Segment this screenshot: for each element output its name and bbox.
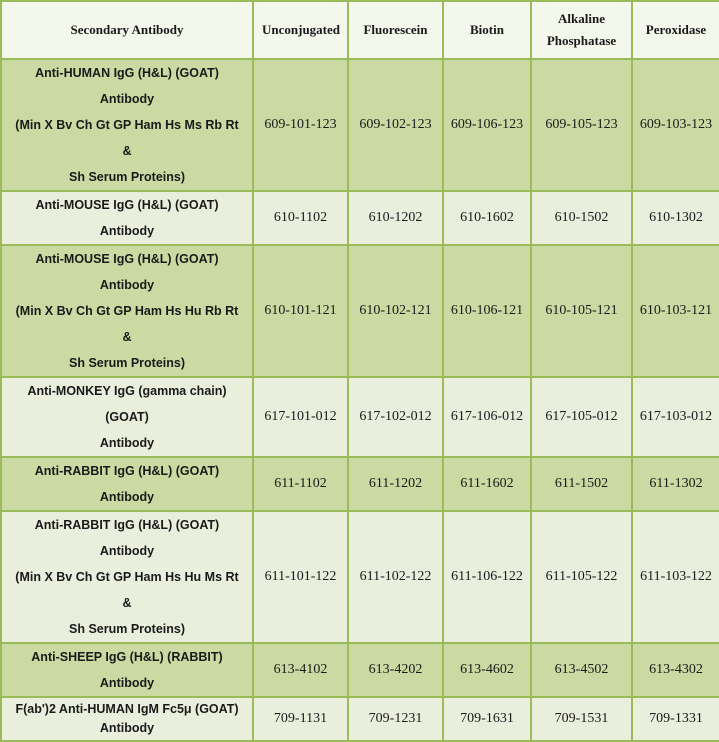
catalog-number-cell: 617-102-012 (347, 376, 444, 458)
catalog-number-cell: 611-106-122 (442, 510, 532, 644)
table-row-anti-rabbit-igg: Anti-RABBIT IgG (H&L) (GOAT) Antibody 61… (0, 456, 719, 512)
antibody-name-cell: Anti-MOUSE IgG (H&L) (GOAT) Antibody (0, 190, 254, 246)
antibody-name-line: Anti-MONKEY IgG (gamma chain) (GOAT) (27, 384, 227, 424)
catalog-number-cell: 610-102-121 (347, 244, 444, 378)
antibody-name-line: Antibody (99, 721, 155, 735)
antibody-name-line: (Min X Bv Ch Gt GP Ham Hs Hu Ms Rt & (15, 570, 239, 610)
col-header-peroxidase: Peroxidase (631, 0, 719, 60)
col-header-unconjugated: Unconjugated (252, 0, 349, 60)
catalog-number-cell: 617-101-012 (252, 376, 349, 458)
col-header-alkaline-phosphatase: Alkaline Phosphatase (530, 0, 633, 60)
antibody-name-line: F(ab')2 Anti-HUMAN IgM Fc5μ (GOAT) (15, 702, 239, 716)
catalog-number-cell: 609-102-123 (347, 58, 444, 192)
antibody-name-line: Antibody (99, 436, 155, 450)
catalog-number-cell: 611-103-122 (631, 510, 719, 644)
antibody-name-cell: Anti-RABBIT IgG (H&L) (GOAT) Antibody (M… (0, 510, 254, 644)
catalog-number-cell: 613-4302 (631, 642, 719, 698)
catalog-number-cell: 610-105-121 (530, 244, 633, 378)
catalog-number-cell: 611-101-122 (252, 510, 349, 644)
antibody-name-cell: Anti-HUMAN IgG (H&L) (GOAT) Antibody (Mi… (0, 58, 254, 192)
table-row-anti-monkey-igg: Anti-MONKEY IgG (gamma chain) (GOAT) Ant… (0, 376, 719, 458)
antibody-name-cell: F(ab')2 Anti-HUMAN IgM Fc5μ (GOAT) Antib… (0, 696, 254, 742)
antibody-name-line: Anti-HUMAN IgG (H&L) (GOAT) Antibody (35, 66, 219, 106)
header-row: Secondary Antibody Unconjugated Fluoresc… (0, 0, 719, 60)
table-row-anti-human-igg: Anti-HUMAN IgG (H&L) (GOAT) Antibody (Mi… (0, 58, 719, 192)
catalog-number-cell: 610-1302 (631, 190, 719, 246)
catalog-number-cell: 610-1502 (530, 190, 633, 246)
antibody-name-cell: Anti-MOUSE IgG (H&L) (GOAT) Antibody (Mi… (0, 244, 254, 378)
col-header-fluorescein: Fluorescein (347, 0, 444, 60)
catalog-number-cell: 709-1631 (442, 696, 532, 742)
catalog-number-cell: 609-106-123 (442, 58, 532, 192)
catalog-number-cell: 611-1602 (442, 456, 532, 512)
col-header-secondary-antibody: Secondary Antibody (0, 0, 254, 60)
col-header-biotin: Biotin (442, 0, 532, 60)
catalog-number-cell: 611-1302 (631, 456, 719, 512)
antibody-name-line: Sh Serum Proteins) (69, 170, 185, 184)
table-row-anti-rabbit-igg-minx: Anti-RABBIT IgG (H&L) (GOAT) Antibody (M… (0, 510, 719, 644)
catalog-number-cell: 611-1102 (252, 456, 349, 512)
antibody-name-line: Anti-RABBIT IgG (H&L) (GOAT) Antibody (34, 464, 220, 504)
table-row-fab2-anti-human-igm: F(ab')2 Anti-HUMAN IgM Fc5μ (GOAT) Antib… (0, 696, 719, 742)
antibody-name-cell: Anti-MONKEY IgG (gamma chain) (GOAT) Ant… (0, 376, 254, 458)
catalog-number-cell: 613-4502 (530, 642, 633, 698)
catalog-number-cell: 709-1331 (631, 696, 719, 742)
catalog-number-cell: 709-1231 (347, 696, 444, 742)
catalog-number-cell: 610-1202 (347, 190, 444, 246)
catalog-number-cell: 611-102-122 (347, 510, 444, 644)
table-row-anti-mouse-igg-minx: Anti-MOUSE IgG (H&L) (GOAT) Antibody (Mi… (0, 244, 719, 378)
catalog-number-cell: 617-103-012 (631, 376, 719, 458)
table-row-anti-mouse-igg: Anti-MOUSE IgG (H&L) (GOAT) Antibody 610… (0, 190, 719, 246)
antibody-name-line: (Min X Bv Ch Gt GP Ham Hs Hu Rb Rt & (15, 304, 239, 344)
catalog-number-cell: 709-1131 (252, 696, 349, 742)
catalog-number-cell: 613-4202 (347, 642, 444, 698)
catalog-number-cell: 617-106-012 (442, 376, 532, 458)
antibody-name-line: Sh Serum Proteins) (69, 356, 185, 370)
catalog-number-cell: 611-1502 (530, 456, 633, 512)
catalog-number-cell: 611-1202 (347, 456, 444, 512)
antibody-name-line: Anti-SHEEP IgG (H&L) (RABBIT) Antibody (31, 650, 223, 690)
catalog-number-cell: 611-105-122 (530, 510, 633, 644)
antibody-name-cell: Anti-SHEEP IgG (H&L) (RABBIT) Antibody (0, 642, 254, 698)
catalog-number-cell: 609-103-123 (631, 58, 719, 192)
table-row-anti-sheep-igg: Anti-SHEEP IgG (H&L) (RABBIT) Antibody 6… (0, 642, 719, 698)
antibody-name-line: Anti-MOUSE IgG (H&L) (GOAT) Antibody (35, 252, 219, 292)
catalog-number-cell: 610-106-121 (442, 244, 532, 378)
catalog-number-cell: 610-1102 (252, 190, 349, 246)
catalog-number-cell: 609-101-123 (252, 58, 349, 192)
catalog-number-cell: 613-4102 (252, 642, 349, 698)
catalog-number-cell: 617-105-012 (530, 376, 633, 458)
catalog-number-cell: 613-4602 (442, 642, 532, 698)
catalog-number-cell: 610-103-121 (631, 244, 719, 378)
antibody-name-cell: Anti-RABBIT IgG (H&L) (GOAT) Antibody (0, 456, 254, 512)
antibody-name-line: (Min X Bv Ch Gt GP Ham Hs Ms Rb Rt & (15, 118, 239, 158)
antibody-name-line: Sh Serum Proteins) (69, 622, 185, 636)
catalog-number-cell: 609-105-123 (530, 58, 633, 192)
catalog-number-cell: 610-1602 (442, 190, 532, 246)
catalog-number-cell: 610-101-121 (252, 244, 349, 378)
antibody-name-line: Anti-RABBIT IgG (H&L) (GOAT) Antibody (34, 518, 220, 558)
antibody-name-line: Anti-MOUSE IgG (H&L) (GOAT) Antibody (35, 198, 219, 238)
catalog-number-cell: 709-1531 (530, 696, 633, 742)
